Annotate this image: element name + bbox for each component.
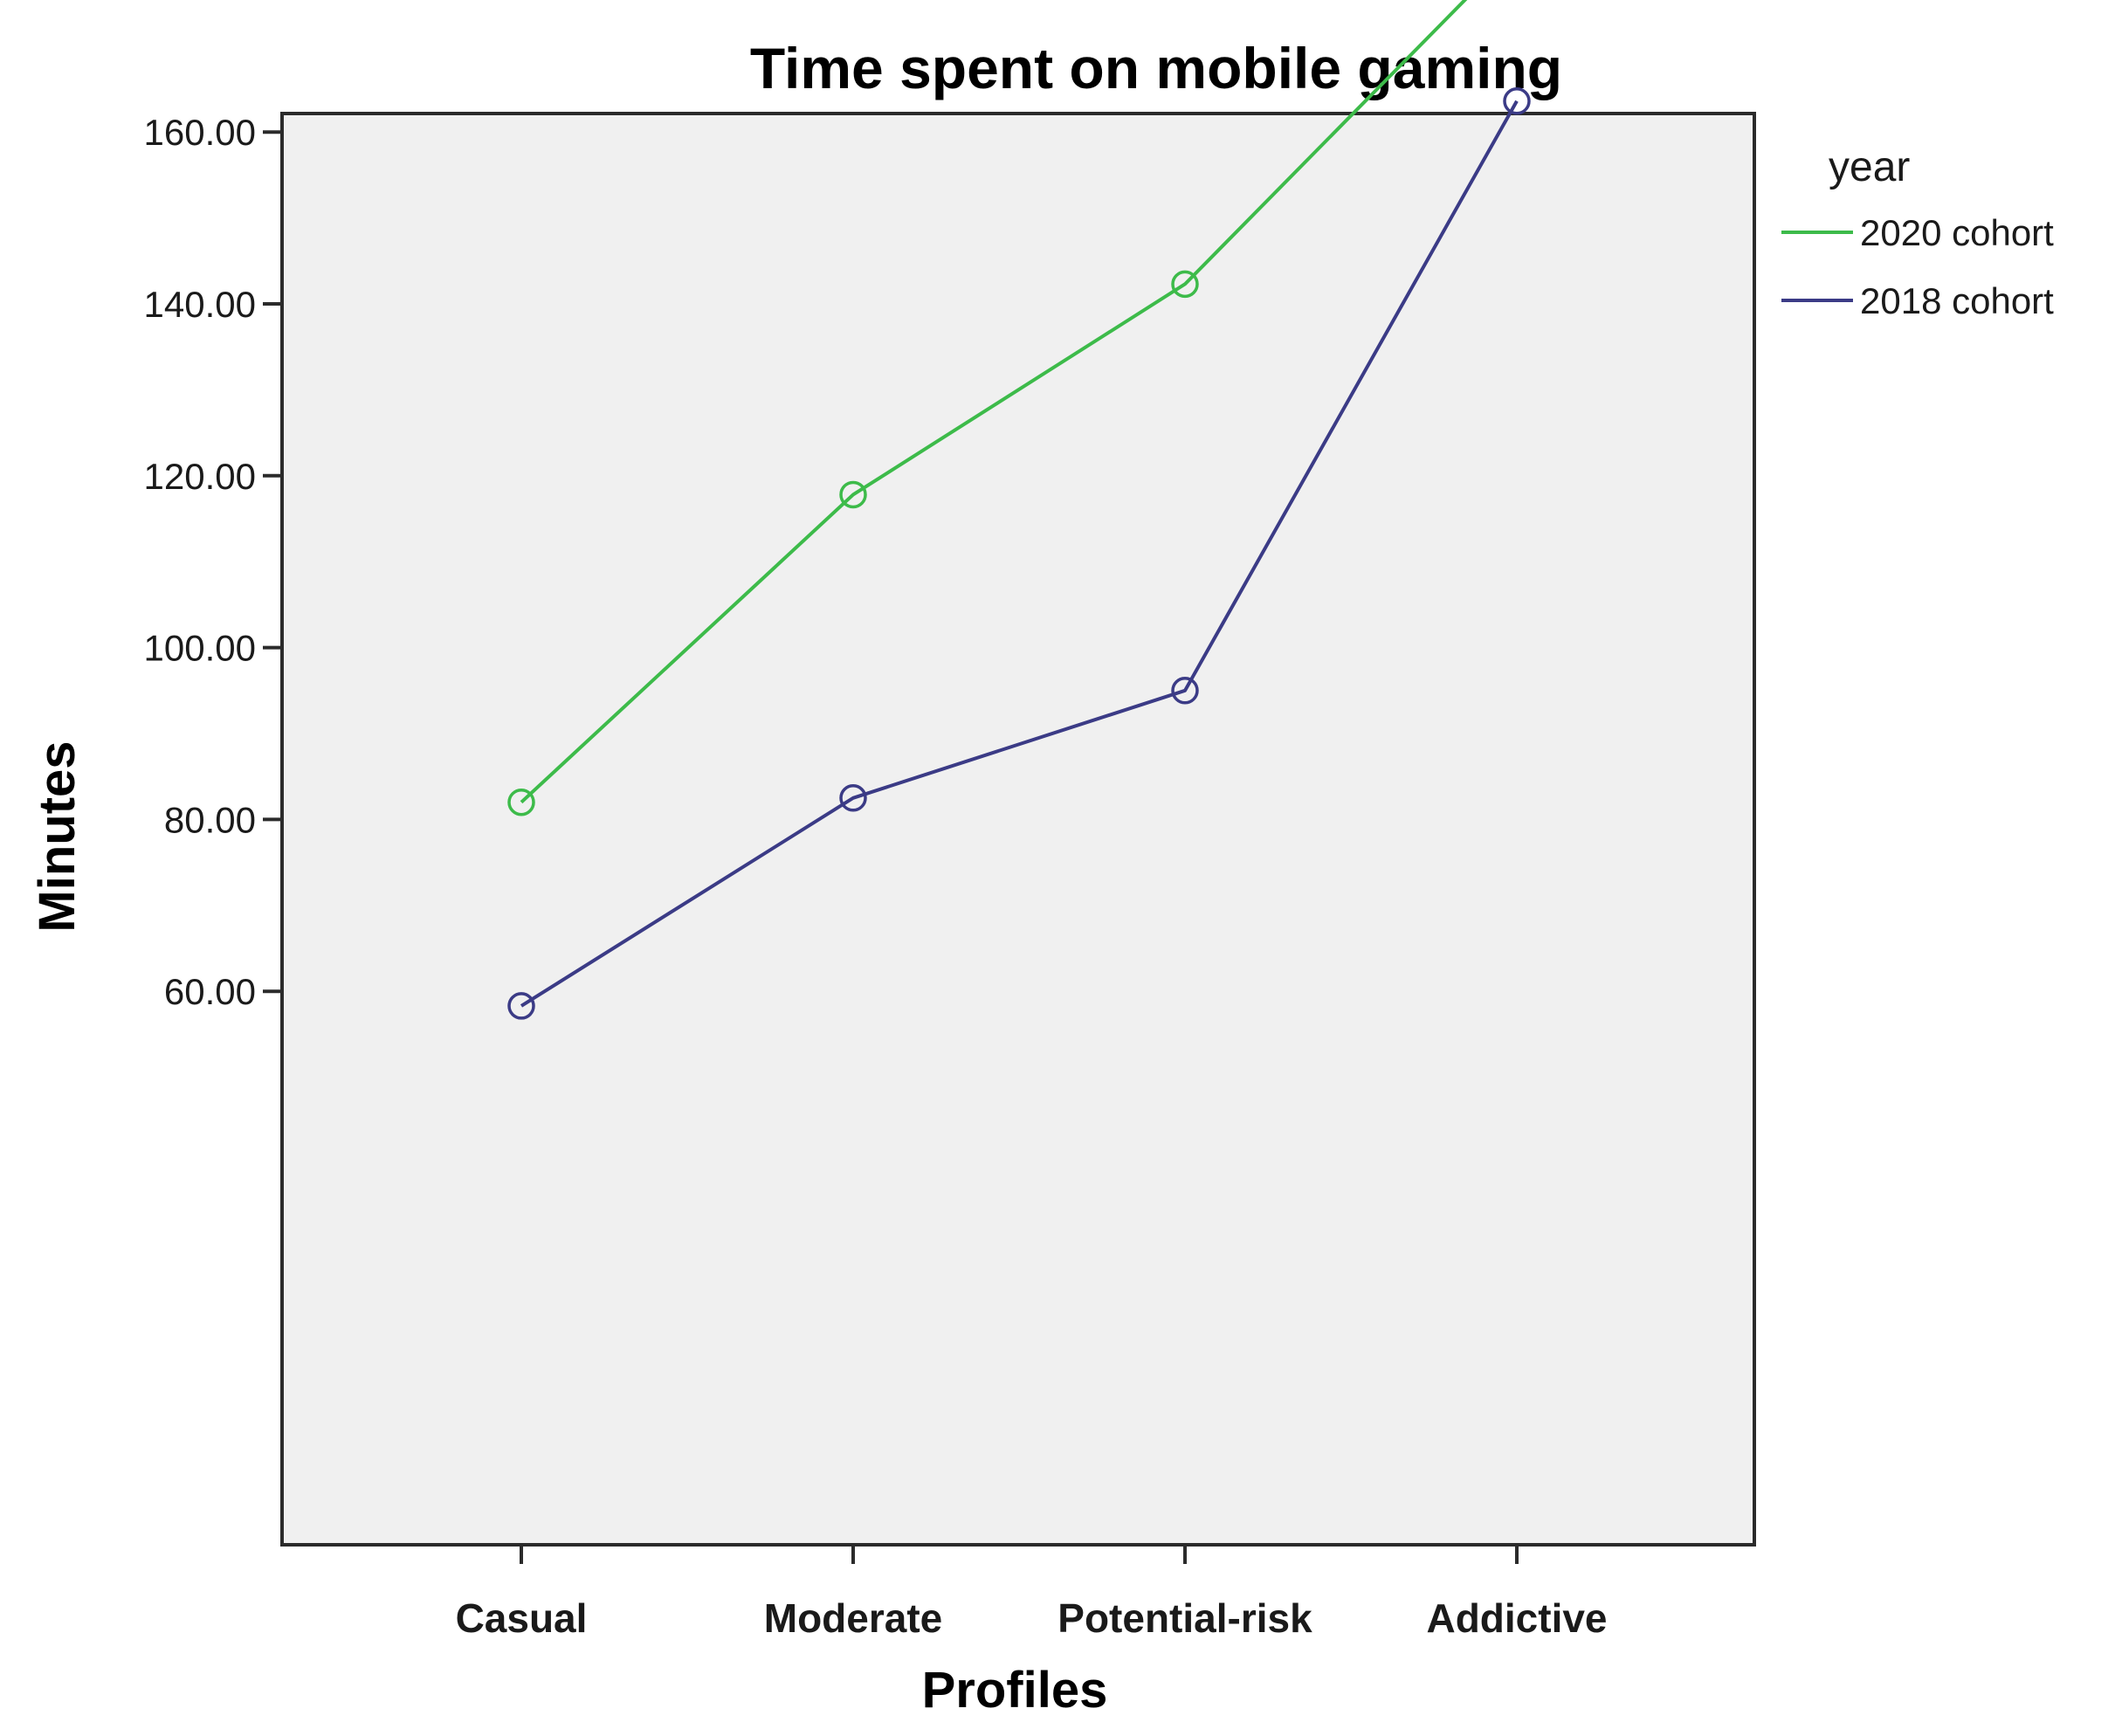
- legend-items: 2020 cohort 2018 cohort: [1781, 212, 2054, 321]
- legend: year 2020 cohort 2018 cohort: [1781, 144, 2054, 321]
- y-tick-label: 120.00: [144, 456, 256, 497]
- data-point: [507, 788, 535, 816]
- y-axis-title: Minutes: [29, 741, 86, 932]
- plot-area: [280, 112, 1756, 1547]
- y-tick-label: 160.00: [144, 112, 256, 153]
- legend-label: 2020 cohort: [1860, 212, 2054, 253]
- x-axis-title: Profiles: [922, 1662, 1108, 1719]
- x-tick-label: Casual: [456, 1595, 588, 1641]
- x-tick-label: Potential-risk: [1057, 1595, 1312, 1641]
- series-line: [520, 0, 1468, 804]
- data-point: [1171, 270, 1199, 299]
- y-tick-label: 80.00: [164, 799, 256, 840]
- legend-label: 2018 cohort: [1860, 280, 2054, 321]
- x-tick-label: Addictive: [1426, 1595, 1607, 1641]
- series-1: [507, 0, 1468, 816]
- data-point: [1171, 677, 1199, 705]
- chart-title: Time spent on mobile gaming: [750, 36, 1562, 100]
- x-axis: Casual Moderate Potential-risk Addictive: [456, 1545, 1608, 1641]
- data-point: [839, 784, 867, 812]
- series-2: [507, 87, 1531, 1020]
- y-tick-label: 140.00: [144, 284, 256, 325]
- y-tick-label: 60.00: [164, 971, 256, 1012]
- series-layer: [507, 0, 1531, 1020]
- data-point: [1503, 87, 1531, 115]
- data-point: [507, 992, 535, 1020]
- y-tick-label: 100.00: [144, 628, 256, 669]
- data-point: [839, 480, 867, 509]
- legend-title: year: [1829, 144, 1910, 190]
- x-tick-label: Moderate: [764, 1595, 942, 1641]
- series-line: [520, 100, 1519, 1008]
- y-axis: 60.0080.00100.00120.00140.00160.00180.00…: [144, 112, 282, 1012]
